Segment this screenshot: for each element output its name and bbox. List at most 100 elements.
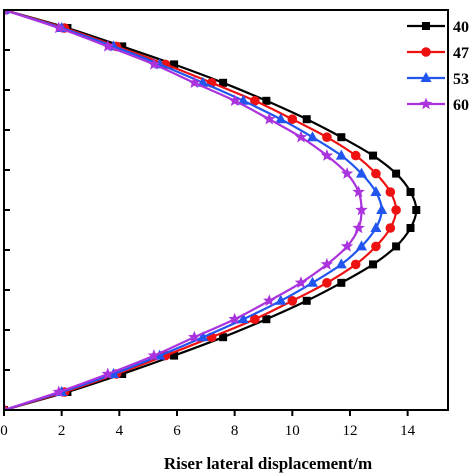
data-point-53-2 bbox=[108, 368, 120, 378]
data-point-53-4 bbox=[197, 331, 209, 342]
data-point-47-13 bbox=[371, 168, 381, 179]
legend-label-53: 53 bbox=[453, 71, 469, 88]
axes bbox=[3, 9, 449, 416]
data-point-60-11 bbox=[355, 203, 368, 216]
data-point-40-3 bbox=[170, 351, 179, 360]
legend-item-60: 60 bbox=[407, 97, 469, 114]
legend-marker-60 bbox=[419, 97, 433, 110]
data-point-60-21 bbox=[52, 21, 65, 34]
series-47 bbox=[4, 10, 401, 410]
data-point-60-2 bbox=[101, 367, 114, 380]
legend-item-47: 47 bbox=[407, 45, 469, 62]
data-point-40-10 bbox=[406, 224, 415, 232]
data-point-53-11 bbox=[376, 204, 388, 214]
data-point-60-6 bbox=[263, 294, 276, 307]
data-point-40-11 bbox=[412, 206, 421, 214]
data-point-53-13 bbox=[356, 167, 368, 178]
data-point-60-14 bbox=[320, 149, 334, 161]
data-point-47-11 bbox=[391, 205, 401, 215]
data-point-60-13 bbox=[340, 167, 354, 179]
legend-label-47: 47 bbox=[453, 45, 469, 62]
legend-label-60: 60 bbox=[453, 97, 469, 114]
data-point-47-15 bbox=[322, 132, 332, 142]
data-point-40-18 bbox=[219, 78, 228, 87]
x-tick-label-7: 14 bbox=[400, 423, 416, 439]
data-point-47-17 bbox=[250, 96, 260, 106]
data-point-60-17 bbox=[228, 94, 241, 107]
data-point-60-1 bbox=[52, 385, 65, 398]
x-tick-label-1: 2 bbox=[58, 423, 66, 439]
data-point-53-7 bbox=[306, 276, 318, 287]
data-point-60-18 bbox=[188, 76, 201, 89]
series-53 bbox=[4, 10, 388, 410]
data-point-53-17 bbox=[237, 94, 249, 105]
data-point-40-4 bbox=[219, 333, 228, 342]
data-point-40-19 bbox=[170, 60, 179, 69]
x-tick-label-3: 6 bbox=[173, 423, 181, 439]
x-tick-label-6: 12 bbox=[342, 423, 357, 439]
data-point-60-16 bbox=[263, 112, 276, 125]
data-point-60-19 bbox=[147, 57, 161, 70]
data-point-40-6 bbox=[302, 296, 311, 305]
data-point-60-9 bbox=[340, 239, 354, 252]
data-point-53-9 bbox=[356, 240, 368, 251]
plot-area bbox=[4, 10, 421, 410]
data-point-47-6 bbox=[287, 296, 298, 306]
data-point-40-7 bbox=[337, 278, 346, 287]
x-tick-label-5: 10 bbox=[285, 423, 300, 439]
data-point-40-20 bbox=[118, 42, 127, 51]
data-point-60-5 bbox=[228, 312, 241, 325]
data-point-47-5 bbox=[250, 314, 260, 325]
series-60 bbox=[4, 10, 368, 410]
data-point-40-14 bbox=[369, 151, 378, 160]
data-point-40-17 bbox=[262, 96, 271, 105]
x-axis-title: Riser lateral displacement/m bbox=[164, 454, 372, 473]
data-point-53-5 bbox=[237, 313, 249, 324]
data-point-40-8 bbox=[369, 260, 378, 269]
data-point-60-15 bbox=[294, 130, 308, 143]
data-point-40-16 bbox=[302, 115, 311, 124]
data-point-40-15 bbox=[337, 133, 346, 142]
legend-marker-53 bbox=[420, 72, 432, 82]
data-point-60-10 bbox=[352, 221, 365, 234]
series-line-47 bbox=[4, 10, 398, 410]
data-point-60-0 bbox=[4, 403, 11, 410]
data-point-60-4 bbox=[188, 330, 201, 343]
x-tick-label-2: 4 bbox=[116, 423, 124, 439]
x-tick-label-4: 8 bbox=[231, 423, 239, 439]
data-point-53-15 bbox=[306, 131, 318, 142]
series-line-40 bbox=[4, 10, 418, 410]
data-point-47-8 bbox=[350, 259, 361, 270]
series-line-53 bbox=[4, 10, 383, 410]
legend-marker-40 bbox=[422, 22, 430, 30]
data-point-53-12 bbox=[370, 186, 382, 196]
data-point-47-9 bbox=[371, 241, 381, 252]
legend: 40 47 53 60 bbox=[407, 19, 469, 114]
data-point-53-16 bbox=[275, 113, 287, 124]
data-point-47-14 bbox=[350, 150, 361, 161]
series-40 bbox=[4, 10, 421, 410]
data-point-47-7 bbox=[322, 278, 332, 288]
data-point-47-10 bbox=[385, 223, 396, 233]
data-point-40-9 bbox=[392, 242, 401, 251]
data-point-40-2 bbox=[118, 370, 127, 378]
data-point-60-20 bbox=[101, 39, 114, 52]
data-point-53-6 bbox=[275, 294, 287, 305]
data-point-40-12 bbox=[406, 188, 415, 196]
data-point-53-14 bbox=[335, 149, 347, 160]
data-point-60-12 bbox=[352, 185, 365, 198]
x-tick-label-0: 0 bbox=[0, 423, 8, 439]
data-point-40-13 bbox=[392, 169, 401, 178]
data-point-60-3 bbox=[147, 349, 161, 361]
legend-label-40: 40 bbox=[453, 19, 469, 36]
data-point-47-16 bbox=[287, 114, 298, 124]
data-point-60-8 bbox=[320, 257, 334, 270]
data-point-53-10 bbox=[370, 222, 382, 232]
legend-item-40: 40 bbox=[407, 19, 469, 36]
data-point-47-12 bbox=[385, 187, 396, 197]
data-point-53-8 bbox=[335, 258, 347, 269]
data-point-40-5 bbox=[262, 315, 271, 324]
data-point-53-3 bbox=[154, 349, 166, 360]
legend-marker-47 bbox=[421, 47, 431, 57]
